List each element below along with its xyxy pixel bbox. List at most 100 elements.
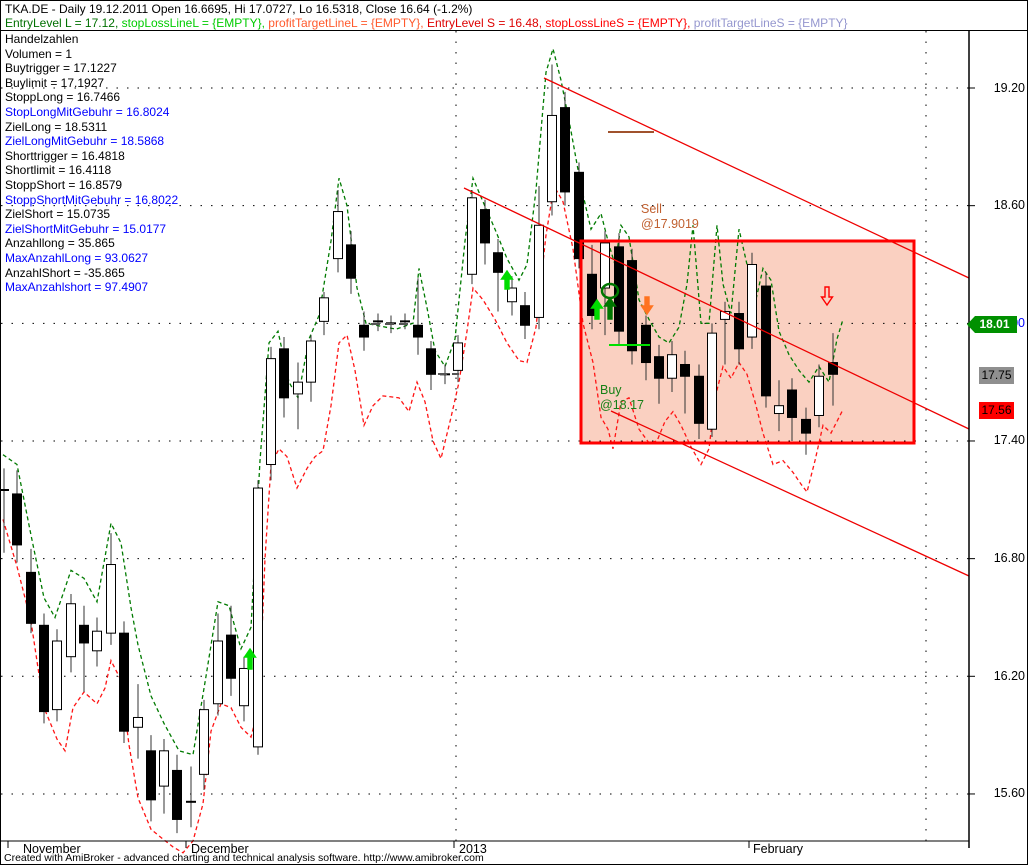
price-tick-label: 17.40: [993, 433, 1025, 448]
sell-annotation: Sell @17.9019: [641, 202, 699, 232]
stat-line: Handelzahlen: [5, 32, 79, 46]
stat-line: Shortlimit = 16.4118: [5, 163, 112, 178]
candle-down: [680, 364, 690, 377]
candle-down: [654, 356, 664, 379]
candle-down: [694, 375, 704, 424]
candle-down: [574, 171, 584, 260]
candle-down: [587, 273, 597, 316]
parameter-segment: profitTargetLineL = {EMPTY},: [268, 16, 427, 30]
candle-down: [641, 324, 651, 364]
candle-up: [774, 405, 784, 415]
amibroker-credit: Created with AmiBroker - advanced charti…: [4, 852, 484, 864]
sell-arrow-icon: [820, 286, 834, 307]
stat-line: Anzahllong = 35.865: [5, 236, 115, 251]
stat-line: Buylimit = 17.1927: [5, 75, 105, 90]
candle-up: [106, 564, 116, 634]
candle-up: [453, 342, 463, 371]
entry-circle-icon: [600, 282, 620, 300]
candle-up: [547, 114, 557, 203]
candle-down: [39, 624, 49, 713]
candle-up: [306, 340, 316, 383]
candle-down: [119, 632, 129, 732]
stat-line: StoppShortMitGebuhr = 16.8022: [5, 192, 179, 207]
price-marker-badge: 17.56: [979, 402, 1014, 419]
candle-up: [319, 297, 329, 322]
upper-band: [2, 46, 844, 756]
parameter-segment: EntryLevel S = 16.48,: [426, 16, 546, 30]
buy-price: @18.17: [600, 398, 644, 412]
candle-up: [467, 197, 477, 275]
trade-stats-block: Handelzahlen Volumen = 1 Buytrigger = 17.1…: [5, 32, 178, 295]
parameter-segment: stopLossLineL = {EMPTY},: [121, 16, 269, 30]
candle-down: [279, 348, 289, 399]
stat-line: StopLongMitGebuhr = 16.8024: [5, 104, 170, 119]
candle-down: [614, 246, 624, 332]
stat-line: AnzahlShort = -35.865: [5, 265, 125, 280]
candle-down: [12, 493, 22, 546]
stat-line: ZielShortMitGebuhr = 15.0177: [5, 221, 167, 236]
candle-down: [828, 362, 838, 375]
candle-up: [720, 311, 730, 320]
candle-down: [787, 389, 797, 418]
buy-annotation: Buy @18.17: [600, 383, 644, 413]
stat-line: ZielLongMitGebuhr = 18.5868: [5, 134, 165, 149]
buy-arrow-icon: [243, 647, 257, 670]
price-tick-label: 18.60: [993, 198, 1025, 213]
candle-down: [79, 624, 89, 644]
parameter-segment: EntryLevel L = 17.12,: [5, 16, 122, 30]
price-tick-label: 16.20: [993, 668, 1025, 683]
candle-up: [747, 263, 757, 338]
candle-down: [493, 252, 503, 273]
candle-down: [560, 107, 570, 193]
candle-up: [239, 667, 249, 707]
candle-down: [172, 769, 182, 820]
parameter-segment: profitTargetLineS = {EMPTY}: [693, 16, 848, 30]
candle-down: [26, 571, 36, 624]
candle-up: [213, 640, 223, 705]
stat-line: StoppShort = 16.8579: [5, 177, 123, 192]
candle-down: [801, 418, 811, 434]
candle-up: [66, 603, 76, 658]
trend-line: [543, 77, 970, 279]
candle-up: [707, 332, 717, 430]
candle-down: [761, 285, 771, 397]
candle-down: [146, 750, 156, 801]
stat-line: ZielLong = 18.5311: [5, 119, 108, 134]
candle-up: [52, 640, 62, 711]
date-tick-label: February: [753, 842, 804, 856]
stat-line: MaxAnzahlshort = 97.4907: [5, 280, 149, 295]
stat-line: StoppLong = 16.7466: [5, 90, 121, 105]
candle-down: [426, 348, 436, 375]
price-tick-label: 16.80: [993, 551, 1025, 566]
sell-price: @17.9019: [641, 217, 699, 231]
price-tick-label: 15.60: [993, 786, 1025, 801]
candle-up: [333, 211, 343, 260]
candle-down: [520, 305, 530, 326]
buy-arrow-icon: [500, 269, 514, 290]
candle-up: [507, 287, 517, 303]
date-tick-label: December: [191, 842, 249, 856]
parameter-segment: stopLossLineS = {EMPTY},: [545, 16, 694, 30]
candle-down: [359, 324, 369, 338]
date-tick-label: 2013: [459, 842, 487, 856]
sell-arrow-icon: [640, 296, 654, 316]
candle-down: [627, 260, 637, 352]
candle-up: [667, 354, 677, 379]
candle-down: [226, 634, 236, 679]
stat-line: MaxAnzahlLong = 93.0627: [5, 250, 149, 265]
price-tick-label: 19.20: [993, 80, 1025, 95]
chart-title: TKA.DE - Daily 19.12.2011 Open 16.6695, …: [5, 2, 473, 16]
stat-line: ZielShort = 15.0735: [5, 207, 111, 222]
candle-up: [92, 630, 102, 652]
candle-up: [199, 709, 209, 775]
candle-down: [480, 209, 490, 244]
candle-up: [534, 224, 544, 318]
candle-up: [159, 750, 169, 787]
candle-down: [413, 324, 423, 338]
candle-up: [600, 242, 610, 289]
trend-line: [610, 410, 970, 577]
sell-label: Sell: [641, 202, 662, 216]
trend-line: [463, 187, 970, 430]
date-tick-label: November: [23, 842, 81, 856]
